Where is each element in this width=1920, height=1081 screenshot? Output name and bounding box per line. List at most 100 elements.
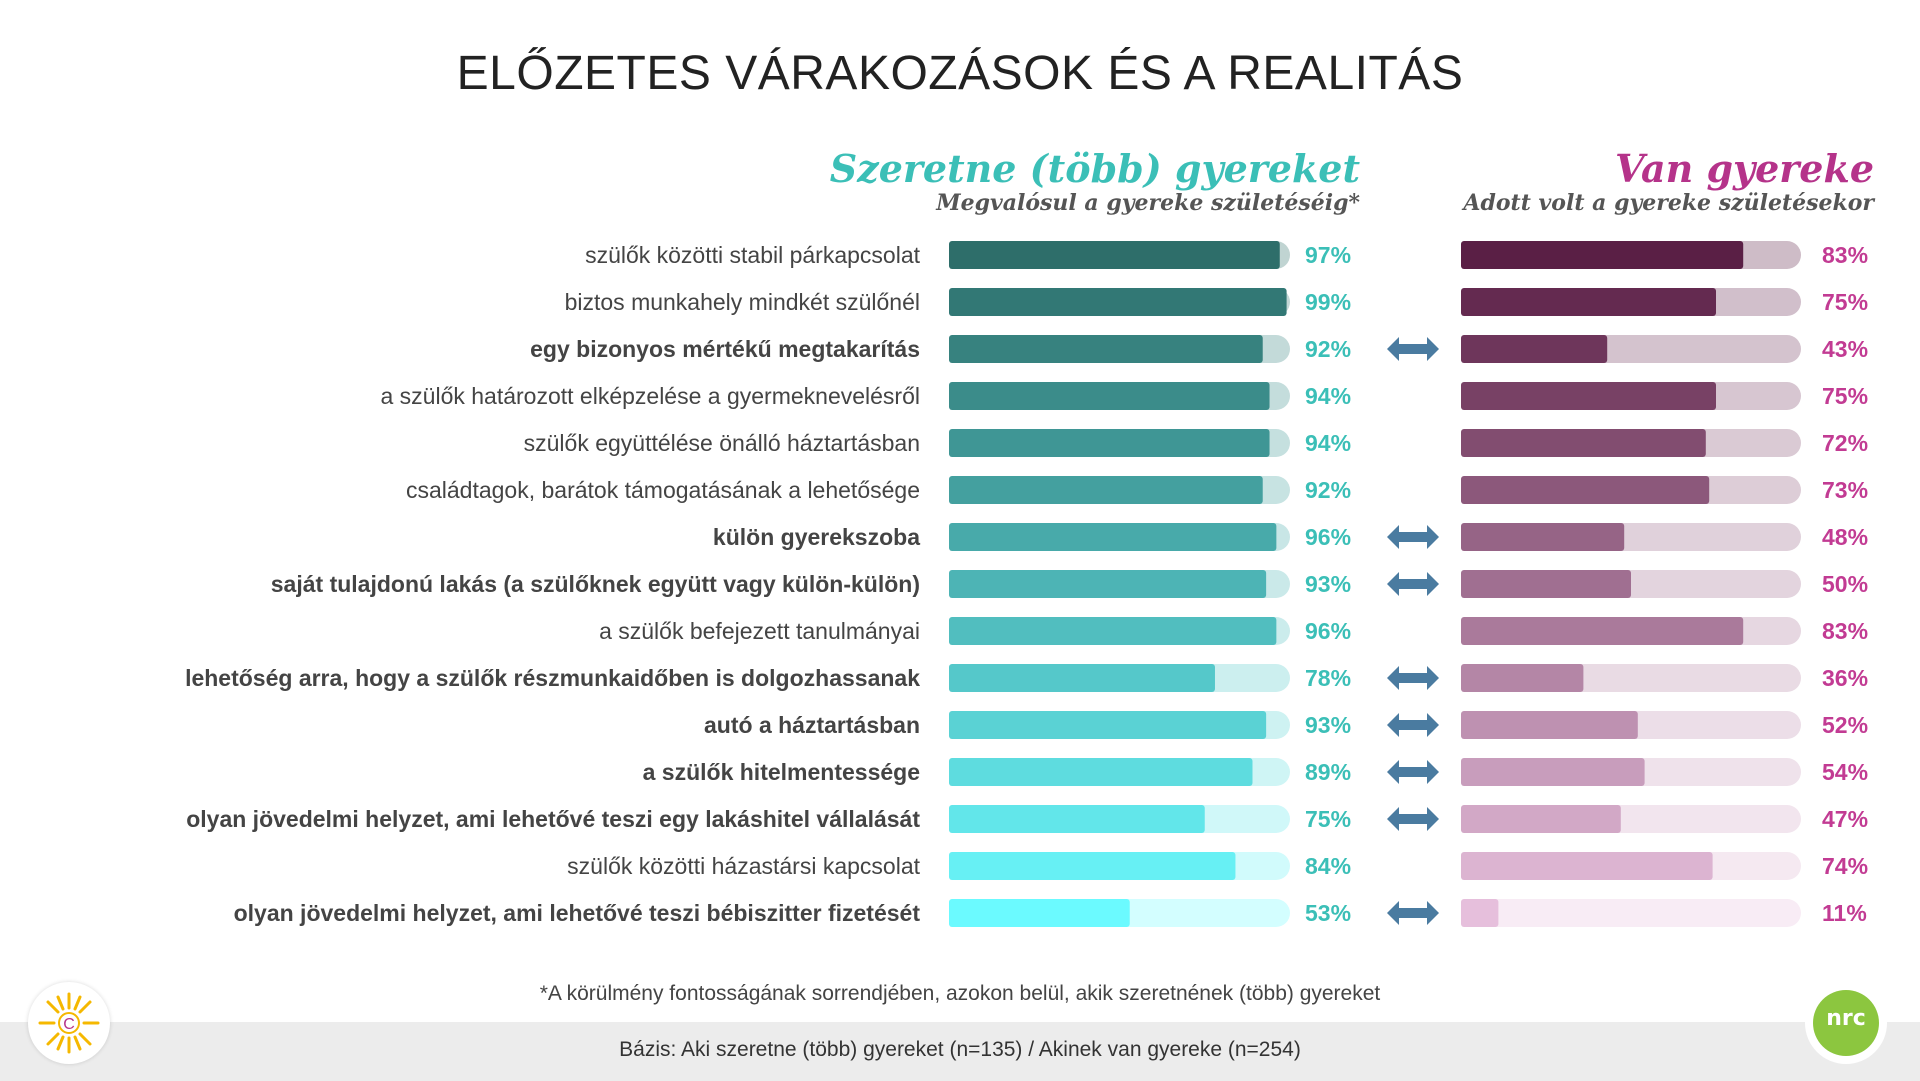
right-bar [1461,899,1499,927]
nrc-logo-text: nrc [1813,990,1879,1056]
category-label: olyan jövedelmi helyzet, ami lehetővé te… [233,900,920,926]
left-chart-title: Szeretne (több) gyereket [829,146,1360,191]
left-chart-subtitle: Megvalósul a gyereke születéséig* [936,190,1360,216]
sun-logo-letter: C [63,1016,75,1033]
left-value-label: 75% [1305,806,1352,832]
left-chart-header: Szeretne (több) gyereket Megvalósul a gy… [829,146,1360,217]
left-bar [949,852,1236,880]
sun-logo: C [28,982,110,1064]
left-bar [949,899,1130,927]
double-arrow-icon [1387,760,1439,784]
left-bar [949,758,1253,786]
right-bar [1461,805,1621,833]
left-value-label: 89% [1305,759,1352,785]
double-arrow-icon [1387,713,1439,737]
category-label: külön gyerekszoba [712,524,920,550]
right-value-label: 74% [1822,853,1869,879]
double-arrow-icon [1387,807,1439,831]
right-bar [1461,523,1625,551]
double-arrow-icon [1387,901,1439,925]
left-bar [949,241,1280,269]
right-value-label: 54% [1822,759,1869,785]
left-value-label: 97% [1305,242,1352,268]
left-value-label: 84% [1305,853,1352,879]
left-value-label: 96% [1305,618,1352,644]
left-bar [949,805,1205,833]
right-bar [1461,241,1744,269]
right-value-label: 83% [1822,618,1869,644]
category-label: a szülők határozott elképzelése a gyerme… [380,383,920,409]
right-value-label: 43% [1822,336,1869,362]
left-value-label: 94% [1305,430,1352,456]
category-label: a szülők hitelmentessége [642,759,920,785]
category-label: szülők együttélése önálló háztartásban [523,430,920,456]
category-label: szülők közötti házastársi kapcsolat [567,853,920,879]
left-bar [949,335,1263,363]
left-bar [949,664,1215,692]
page-title: ELŐZETES VÁRAKOZÁSOK ÉS A REALITÁS [456,47,1464,100]
category-label: lehetőség arra, hogy a szülők részmunkai… [185,665,920,691]
right-bar [1461,758,1645,786]
double-arrow-icon [1387,337,1439,361]
right-bar [1461,476,1710,504]
left-value-label: 96% [1305,524,1352,550]
left-value-label: 92% [1305,477,1352,503]
category-label: autó a háztartásban [704,712,920,738]
right-bar [1461,335,1608,363]
right-value-label: 36% [1822,665,1869,691]
left-value-label: 99% [1305,289,1352,315]
category-label: olyan jövedelmi helyzet, ami lehetővé te… [186,806,920,832]
sun-icon: C [38,992,100,1054]
right-bar [1461,711,1638,739]
double-arrow-icon [1387,525,1439,549]
left-bar [949,617,1277,645]
left-bar [949,429,1270,457]
right-bar [1461,852,1713,880]
right-value-label: 50% [1822,571,1869,597]
base-note: Bázis: Aki szeretne (több) gyereket (n=1… [619,1038,1301,1061]
right-value-label: 73% [1822,477,1869,503]
left-bar [949,382,1270,410]
right-value-label: 47% [1822,806,1869,832]
left-value-label: 53% [1305,900,1352,926]
right-bar-track [1461,899,1801,927]
left-value-label: 92% [1305,336,1352,362]
nrc-logo: nrc [1805,982,1887,1064]
left-bar [949,711,1267,739]
right-bar [1461,288,1716,316]
left-bar [949,523,1277,551]
right-value-label: 75% [1822,289,1869,315]
right-value-label: 52% [1822,712,1869,738]
right-bar [1461,664,1584,692]
category-label: saját tulajdonú lakás (a szülőknek együt… [270,571,920,597]
left-bar [949,476,1263,504]
left-value-label: 93% [1305,571,1352,597]
bottom-bar [0,1022,1920,1081]
right-value-label: 83% [1822,242,1869,268]
right-chart-title: Van gyereke [1614,146,1874,191]
right-bar [1461,617,1744,645]
left-bar [949,570,1267,598]
comparison-bar-chart [949,241,1801,927]
double-arrow-icon [1387,572,1439,596]
right-value-label: 75% [1822,383,1869,409]
right-bar [1461,382,1716,410]
left-bar [949,288,1287,316]
right-bar [1461,429,1706,457]
category-label: egy bizonyos mértékű megtakarítás [530,336,920,362]
category-label: családtagok, barátok támogatásának a leh… [405,477,920,503]
right-chart-header: Van gyereke Adott volt a gyereke születé… [1463,146,1874,217]
category-label: biztos munkahely mindkét szülőnél [564,289,920,315]
right-value-label: 48% [1822,524,1869,550]
footnote: *A körülmény fontosságának sorrendjében,… [539,982,1381,1005]
category-label: szülők közötti stabil párkapcsolat [585,242,920,268]
category-label: a szülők befejezett tanulmányai [599,618,920,644]
right-value-label: 11% [1822,900,1867,926]
left-value-label: 94% [1305,383,1352,409]
right-value-label: 72% [1822,430,1869,456]
double-arrow-icon [1387,666,1439,690]
left-value-label: 93% [1305,712,1352,738]
left-value-label: 78% [1305,665,1352,691]
right-bar [1461,570,1631,598]
right-chart-subtitle: Adott volt a gyereke születésekor [1463,190,1874,216]
